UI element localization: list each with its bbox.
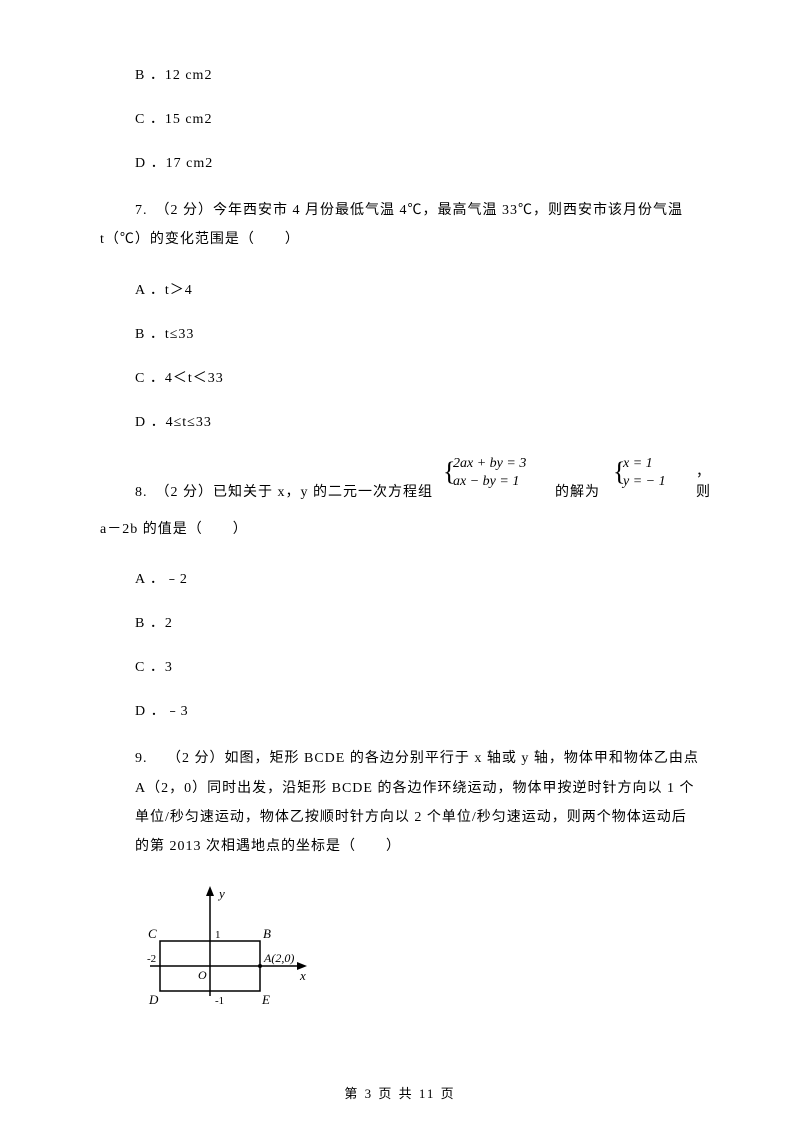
- q8-cont: a－2b 的值是（ ）: [100, 515, 700, 544]
- q8-tail: ，则: [696, 461, 711, 501]
- svg-text:1: 1: [215, 929, 221, 941]
- svg-text:D: D: [148, 992, 159, 1007]
- q8-a: A ．﹣2: [135, 568, 700, 588]
- svg-text:x: x: [299, 968, 306, 983]
- q7-a: A ．t＞4: [135, 279, 700, 299]
- q8-system1: { 2ax + by = 3 ax − by = 1: [453, 455, 526, 491]
- q9-text: 9. （2 分）如图，矩形 BCDE 的各边分别平行于 x 轴或 y 轴，物体甲…: [135, 744, 700, 862]
- svg-text:C: C: [148, 926, 157, 941]
- q8-prefix: 8. （2 分）已知关于 x，y 的二元一次方程组: [135, 481, 433, 501]
- q7-d: D ．4≤t≤33: [135, 411, 700, 431]
- page-footer: 第 3 页 共 11 页: [100, 1083, 700, 1102]
- q8-line: 8. （2 分）已知关于 x，y 的二元一次方程组 { 2ax + by = 3…: [135, 455, 700, 505]
- svg-text:A(2,0): A(2,0): [263, 951, 294, 965]
- svg-text:E: E: [261, 992, 270, 1007]
- q7-c: C ．4＜t＜33: [135, 367, 700, 387]
- q7-cont: t（℃）的变化范围是（ ）: [100, 225, 700, 254]
- q7-text: 7. （2 分）今年西安市 4 月份最低气温 4℃，最高气温 33℃，则西安市该…: [135, 196, 700, 225]
- q8-c: C ．3: [135, 656, 700, 676]
- q8-b: B ．2: [135, 612, 700, 632]
- q8-system2: { x = 1 y = − 1: [623, 455, 666, 491]
- q8-d: D ．﹣3: [135, 700, 700, 720]
- q7-b: B ．t≤33: [135, 323, 700, 343]
- choice-b: B ．12 cm2: [135, 64, 700, 84]
- svg-text:O: O: [198, 968, 207, 982]
- choice-c: C ．15 cm2: [135, 108, 700, 128]
- svg-text:y: y: [217, 886, 225, 901]
- svg-text:-2: -2: [147, 953, 156, 965]
- svg-text:B: B: [263, 926, 271, 941]
- svg-text:-1: -1: [215, 995, 224, 1007]
- choice-d: D ．17 cm2: [135, 152, 700, 172]
- q8-mid: 的解为: [555, 481, 600, 501]
- q9-figure: y x O C B D E A(2,0) 1 -2 -1: [145, 886, 700, 1016]
